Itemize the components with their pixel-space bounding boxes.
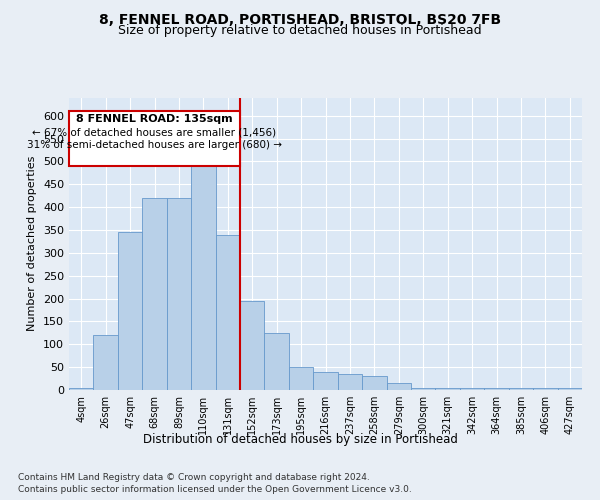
Bar <box>94 335 118 390</box>
Bar <box>215 234 240 390</box>
Bar <box>411 388 436 390</box>
Bar <box>338 374 362 390</box>
Bar <box>240 301 265 390</box>
Bar <box>167 198 191 390</box>
Bar <box>460 388 484 390</box>
Bar <box>191 157 215 390</box>
Text: Size of property relative to detached houses in Portishead: Size of property relative to detached ho… <box>118 24 482 37</box>
Text: Distribution of detached houses by size in Portishead: Distribution of detached houses by size … <box>143 432 457 446</box>
Y-axis label: Number of detached properties: Number of detached properties <box>28 156 37 332</box>
Text: 8, FENNEL ROAD, PORTISHEAD, BRISTOL, BS20 7FB: 8, FENNEL ROAD, PORTISHEAD, BRISTOL, BS2… <box>99 12 501 26</box>
Bar <box>484 388 509 390</box>
Bar <box>533 388 557 390</box>
Bar <box>118 232 142 390</box>
Text: Contains public sector information licensed under the Open Government Licence v3: Contains public sector information licen… <box>18 485 412 494</box>
Bar <box>313 372 338 390</box>
Bar <box>265 333 289 390</box>
Bar <box>509 388 533 390</box>
Text: 8 FENNEL ROAD: 135sqm: 8 FENNEL ROAD: 135sqm <box>76 114 233 124</box>
Bar <box>436 388 460 390</box>
Text: Contains HM Land Registry data © Crown copyright and database right 2024.: Contains HM Land Registry data © Crown c… <box>18 472 370 482</box>
Bar <box>386 383 411 390</box>
Bar <box>557 388 582 390</box>
Bar <box>142 198 167 390</box>
Bar <box>362 376 386 390</box>
Bar <box>69 388 94 390</box>
Bar <box>289 367 313 390</box>
Text: 31% of semi-detached houses are larger (680) →: 31% of semi-detached houses are larger (… <box>27 140 282 150</box>
Text: ← 67% of detached houses are smaller (1,456): ← 67% of detached houses are smaller (1,… <box>32 127 277 137</box>
